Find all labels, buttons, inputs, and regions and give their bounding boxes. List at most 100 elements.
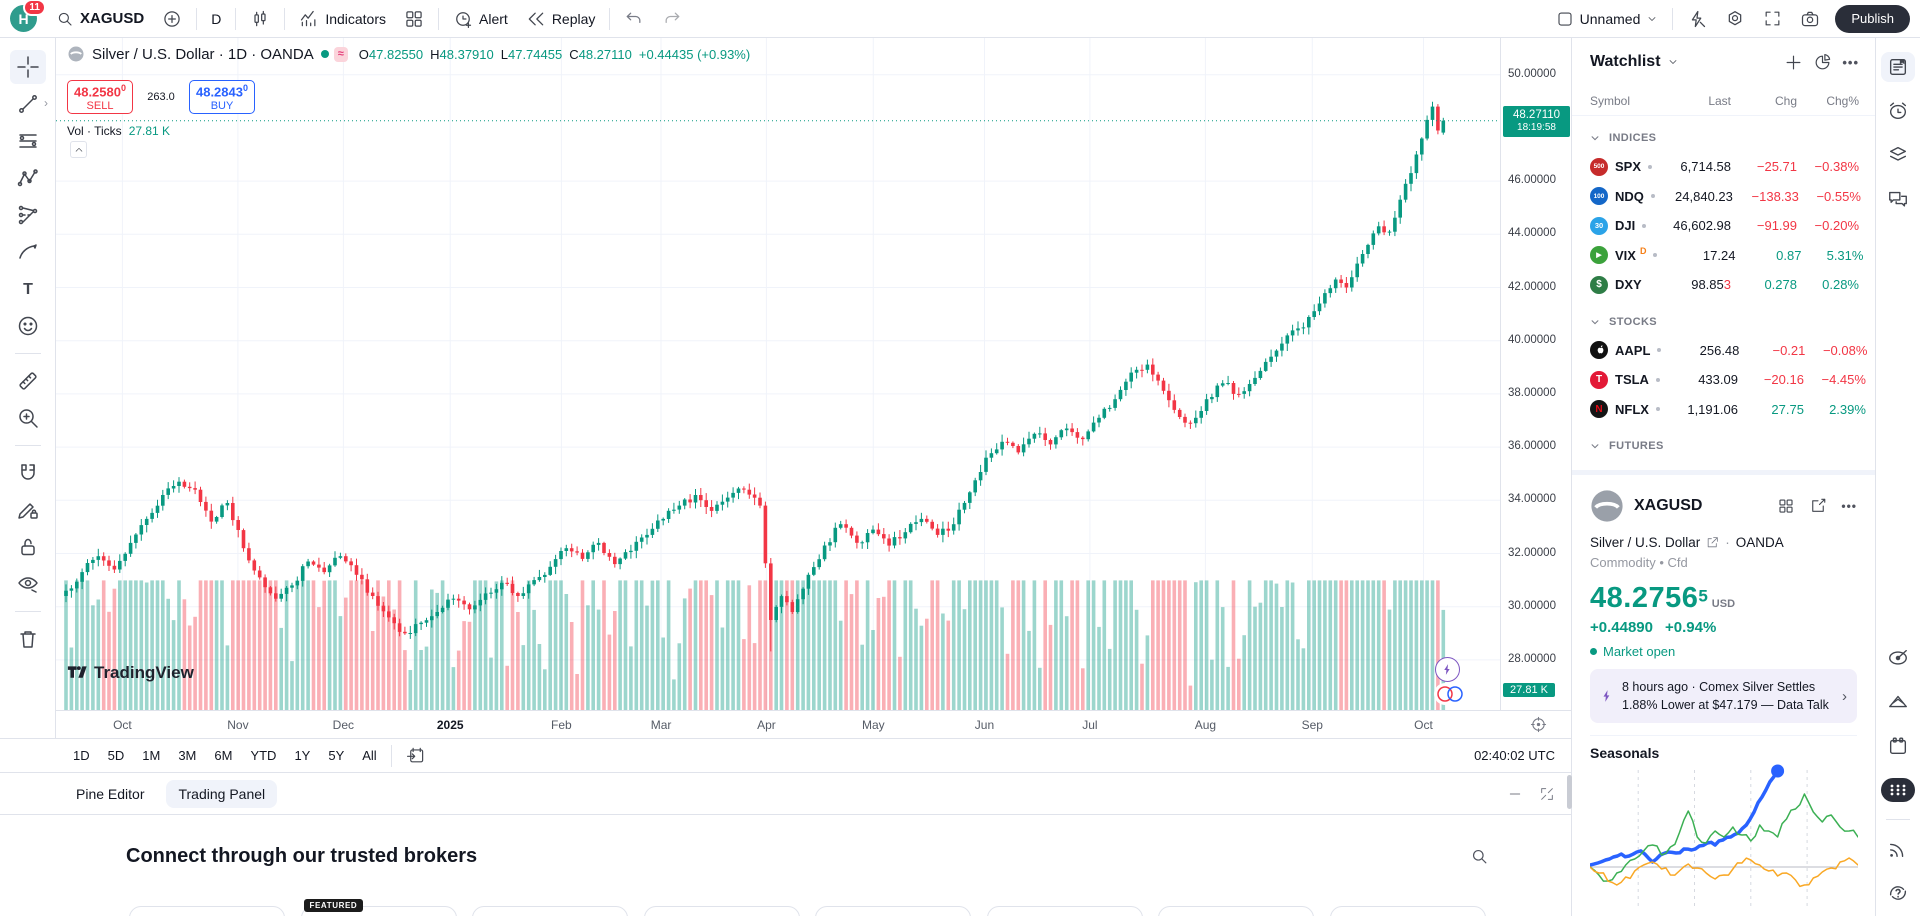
watchlist-row-ndq[interactable]: 100 NDQ 24,840.23 −138.33 −0.55% bbox=[1572, 182, 1875, 212]
column-header-chg[interactable]: Chg bbox=[1774, 93, 1797, 108]
hotlists-tab-icon[interactable] bbox=[1881, 140, 1915, 170]
watchlist-row-nflx[interactable]: N NFLX 1,191.06 27.75 2.39% bbox=[1572, 395, 1875, 425]
column-header-last[interactable]: Last bbox=[1708, 93, 1731, 108]
range-button-6m[interactable]: 6M bbox=[205, 744, 241, 767]
ruler-tool[interactable] bbox=[10, 364, 46, 398]
more-dots-icon[interactable]: ••• bbox=[1841, 499, 1857, 513]
time-axis[interactable]: Oct Nov Dec 2025 Feb Mar Apr May Jun Jul Aug Sep Oct bbox=[56, 710, 1571, 738]
settings-button[interactable] bbox=[1716, 5, 1754, 33]
minds-tab-icon[interactable] bbox=[1881, 687, 1915, 717]
symbol-search-button[interactable]: XAGUSD bbox=[47, 5, 153, 33]
add-symbol-button[interactable] bbox=[1782, 51, 1805, 74]
magnet-tool[interactable] bbox=[10, 456, 46, 490]
tab-pine-editor[interactable]: Pine Editor bbox=[64, 780, 156, 808]
market-open-dot-icon[interactable] bbox=[320, 50, 329, 58]
column-header-symbol[interactable]: Symbol bbox=[1590, 93, 1631, 108]
timeframe-button[interactable]: D bbox=[202, 5, 230, 33]
projection-tool[interactable] bbox=[10, 198, 46, 232]
watchlist-row-vix[interactable]: ▶ VIX D 17.24 0.87 5.31% bbox=[1572, 241, 1875, 271]
maximize-panel-icon[interactable] bbox=[1539, 786, 1555, 802]
price-axis[interactable]: 48.27110 18:19:58 27.81 K 50.00000 46.000… bbox=[1500, 38, 1571, 710]
section-header-futures[interactable]: FUTURES bbox=[1572, 424, 1875, 460]
snapshot-button[interactable] bbox=[1791, 5, 1829, 33]
apps-menu-icon[interactable] bbox=[1881, 775, 1915, 805]
range-button-1d[interactable]: 1D bbox=[64, 744, 99, 767]
tradingview-watermark[interactable]: TradingView bbox=[67, 662, 194, 683]
clock-utc[interactable]: 02:40:02 UTC bbox=[1474, 748, 1555, 763]
bid-ask-bubbles-button[interactable] bbox=[1434, 683, 1466, 705]
chevron-down-icon[interactable] bbox=[1667, 56, 1679, 68]
trend-line-tool[interactable] bbox=[10, 87, 46, 121]
seasonals-chart-svg[interactable] bbox=[1590, 764, 1858, 911]
watchlist-title[interactable]: Watchlist bbox=[1590, 53, 1661, 70]
minimize-panel-icon[interactable] bbox=[1507, 786, 1523, 802]
brush-tool[interactable] bbox=[10, 235, 46, 269]
broker-search-icon[interactable] bbox=[1470, 847, 1489, 866]
delete-drawings-tool[interactable] bbox=[10, 622, 46, 656]
panel-resize-grip[interactable] bbox=[1567, 775, 1572, 809]
hide-drawings-tool[interactable] bbox=[10, 567, 46, 601]
calendar-tab-icon[interactable] bbox=[1881, 731, 1915, 761]
range-button-3m[interactable]: 3M bbox=[169, 744, 205, 767]
chat-tab-icon[interactable] bbox=[1881, 184, 1915, 214]
column-header-chgp[interactable]: Chg% bbox=[1826, 93, 1859, 108]
range-button-all[interactable]: All bbox=[353, 744, 385, 767]
redo-button[interactable] bbox=[653, 5, 691, 33]
toolbar-expand-arrow[interactable]: › bbox=[44, 96, 48, 110]
help-icon[interactable] bbox=[1881, 878, 1915, 908]
undo-button[interactable] bbox=[615, 5, 653, 33]
emoji-tool[interactable] bbox=[10, 309, 46, 343]
publish-button[interactable]: Publish bbox=[1835, 4, 1910, 33]
fullscreen-button[interactable] bbox=[1754, 5, 1791, 33]
broker-card[interactable] bbox=[472, 906, 628, 916]
layout-grid-button[interactable] bbox=[395, 5, 433, 33]
range-button-1y[interactable]: 1Y bbox=[285, 744, 319, 767]
approx-chip-icon[interactable]: ≈ bbox=[333, 46, 348, 62]
pattern-tool[interactable] bbox=[10, 161, 46, 195]
drawing-edit-tool[interactable] bbox=[10, 493, 46, 527]
edit-note-icon[interactable] bbox=[1809, 497, 1827, 515]
ideas-tab-icon[interactable] bbox=[1881, 643, 1915, 673]
chart-style-button[interactable] bbox=[241, 5, 279, 33]
legend-collapse-button[interactable] bbox=[70, 141, 87, 158]
watchlist-row-dxy[interactable]: $ DXY 98.853 0.278 0.28% bbox=[1572, 270, 1875, 300]
tab-trading-panel[interactable]: Trading Panel bbox=[166, 779, 278, 808]
volume-legend[interactable]: Vol · Ticks 27.81 K bbox=[67, 124, 170, 138]
go-to-date-button[interactable] bbox=[397, 742, 434, 769]
detail-name[interactable]: Silver / U.S. Dollar bbox=[1590, 535, 1701, 550]
section-header-stocks[interactable]: STOCKS bbox=[1572, 300, 1875, 336]
user-avatar[interactable]: H 11 bbox=[10, 0, 46, 32]
save-layout-button[interactable]: Unnamed bbox=[1547, 5, 1668, 33]
fib-lines-tool[interactable] bbox=[10, 124, 46, 158]
replay-button[interactable]: Replay bbox=[517, 5, 605, 33]
watchlist-column-headers[interactable]: Symbol Last Chg Chg% bbox=[1572, 86, 1875, 116]
broker-card[interactable] bbox=[815, 906, 971, 916]
watchlist-tab-icon[interactable] bbox=[1881, 52, 1915, 82]
broker-card[interactable] bbox=[129, 906, 285, 916]
range-button-5d[interactable]: 5D bbox=[99, 744, 134, 767]
crosshair-tool[interactable] bbox=[9, 50, 46, 84]
watchlist-row-spx[interactable]: 500 SPX 6,714.58 −25.71 −0.38% bbox=[1572, 152, 1875, 182]
broker-card[interactable] bbox=[1158, 906, 1314, 916]
zoom-in-tool[interactable] bbox=[10, 401, 46, 435]
data-feed-icon[interactable] bbox=[1881, 834, 1915, 864]
text-tool[interactable]: T bbox=[10, 272, 46, 306]
watchlist-row-aapl[interactable]: AAPL 256.48 −0.21 −0.08% bbox=[1572, 336, 1875, 366]
quick-trade-lightning-button[interactable] bbox=[1435, 657, 1460, 682]
watchlist-row-tsla[interactable]: T TSLA 433.09 −20.16 −4.45% bbox=[1572, 365, 1875, 395]
broker-card[interactable] bbox=[643, 906, 800, 916]
broker-card[interactable] bbox=[1329, 906, 1486, 916]
detail-symbol[interactable]: XAGUSD bbox=[1634, 497, 1703, 514]
section-header-indices[interactable]: INDICES bbox=[1572, 116, 1875, 152]
indicators-button[interactable]: Indicators bbox=[290, 5, 395, 33]
symbol-title[interactable]: Silver / U.S. Dollar · 1D · OANDA bbox=[92, 45, 314, 63]
candlestick-chart-svg[interactable] bbox=[56, 38, 1500, 710]
external-link-icon[interactable] bbox=[1706, 536, 1719, 549]
sell-button[interactable]: 48.25800 SELL bbox=[67, 80, 133, 114]
grid-layout-icon[interactable] bbox=[1777, 497, 1795, 515]
alert-button[interactable]: Alert bbox=[444, 5, 517, 33]
lock-drawings-tool[interactable] bbox=[10, 530, 46, 564]
heatmap-pie-button[interactable] bbox=[1811, 51, 1834, 74]
buy-button[interactable]: 48.28430 BUY bbox=[189, 80, 255, 114]
compare-add-button[interactable] bbox=[153, 5, 191, 33]
